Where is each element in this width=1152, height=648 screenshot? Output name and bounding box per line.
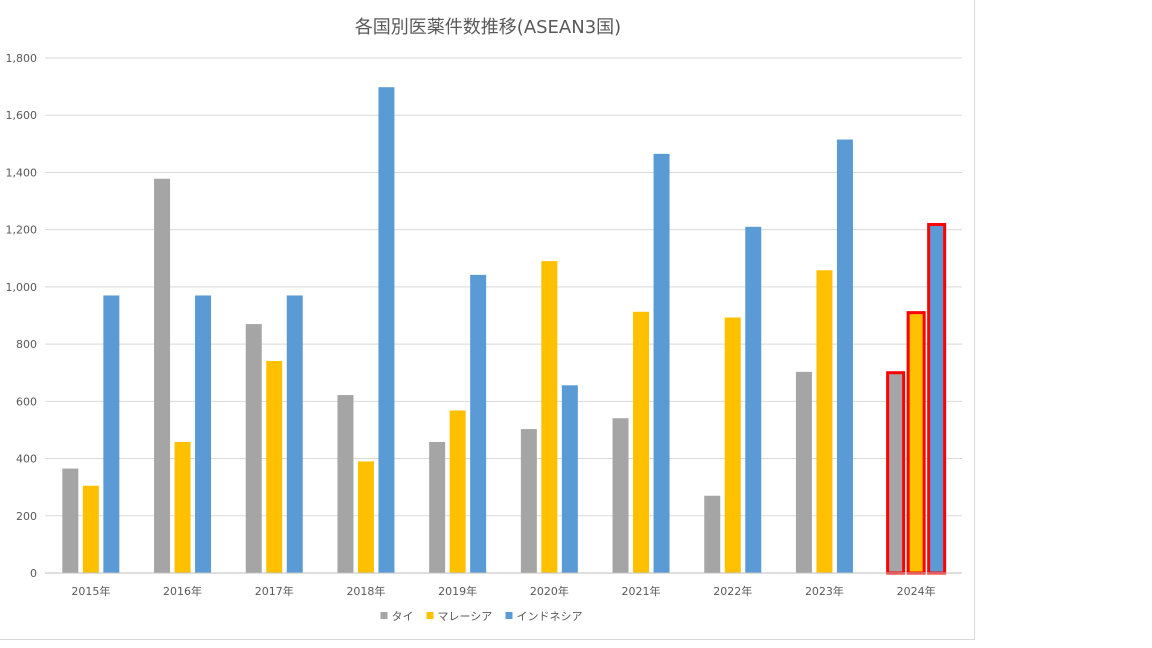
bar-malaysia [541, 261, 558, 573]
bar-indonesia [653, 153, 670, 573]
y-tick-label: 400 [16, 453, 37, 466]
y-axis-ticks: 0 200 400 600 800 1,000 1,200 1,400 1,600 1,800 [6, 52, 38, 580]
x-axis-ticks: 2015年 2016年 2017年 2018年 2019年 2020年 2021年 2022年… [71, 584, 935, 598]
y-tick-label: 600 [16, 395, 37, 408]
bar-malaysia [449, 410, 466, 573]
x-tick-label: 2017年 [255, 584, 294, 598]
x-tick-label: 2018年 [346, 584, 385, 598]
x-tick-label: 2021年 [622, 584, 661, 598]
y-tick-label: 0 [30, 567, 37, 580]
bar-malaysia [82, 485, 99, 573]
y-tick-label: 200 [16, 510, 37, 523]
bar-malaysia [906, 311, 926, 575]
bar-thailand [245, 324, 262, 573]
y-tick-label: 1,800 [6, 52, 38, 65]
bar-chart: 各国別医薬件数推移(ASEAN3国) 0 200 400 600 800 1,000 1,2… [6, 17, 962, 623]
chart-title: 各国別医薬件数推移(ASEAN3国) [355, 17, 621, 38]
x-tick-label: 2023年 [805, 584, 844, 598]
bar-malaysia [633, 311, 650, 573]
bars [62, 87, 947, 575]
bar-indonesia [195, 295, 212, 573]
bar-indonesia [286, 295, 303, 573]
legend-label: インドネシア [517, 610, 583, 623]
bar-indonesia [927, 223, 947, 575]
x-tick-label: 2022年 [713, 584, 752, 598]
bar-thailand [520, 429, 537, 573]
bar-thailand [886, 371, 906, 575]
bar-thailand [612, 418, 629, 573]
y-tick-label: 1,400 [6, 166, 38, 179]
y-tick-label: 1,000 [6, 281, 38, 294]
bar-malaysia [174, 441, 191, 573]
legend-swatch [505, 612, 513, 619]
legend-label: マレーシア [438, 610, 493, 623]
bar-thailand [154, 178, 171, 573]
bar-malaysia [266, 360, 283, 573]
bar-malaysia [724, 317, 741, 573]
x-tick-label: 2020年 [530, 584, 569, 598]
bar-malaysia [357, 461, 374, 573]
bar-indonesia [561, 385, 578, 573]
bar-indonesia [745, 226, 762, 574]
legend-label: タイ [392, 610, 414, 623]
legend-swatch [380, 612, 388, 619]
y-tick-label: 1,600 [6, 109, 38, 122]
bar-thailand [62, 468, 79, 573]
bar-thailand [337, 395, 354, 573]
bar-indonesia [470, 274, 487, 573]
bar-malaysia [816, 270, 833, 573]
legend: タイ マレーシア インドネシア [380, 610, 583, 623]
x-tick-label: 2024年 [897, 584, 936, 598]
bar-indonesia [378, 87, 395, 573]
chart-area: 各国別医薬件数推移(ASEAN3国) 0 200 400 600 800 1,000 1,2… [0, 0, 975, 640]
x-tick-label: 2019年 [438, 584, 477, 598]
bar-indonesia [836, 139, 853, 573]
bar-thailand [429, 441, 446, 573]
bar-indonesia [103, 295, 120, 573]
y-tick-label: 1,200 [6, 224, 38, 237]
legend-swatch [426, 612, 434, 619]
x-tick-label: 2015年 [71, 584, 110, 598]
bar-thailand [704, 495, 721, 573]
y-tick-label: 800 [16, 338, 37, 351]
x-tick-label: 2016年 [163, 584, 202, 598]
bar-thailand [795, 371, 812, 573]
